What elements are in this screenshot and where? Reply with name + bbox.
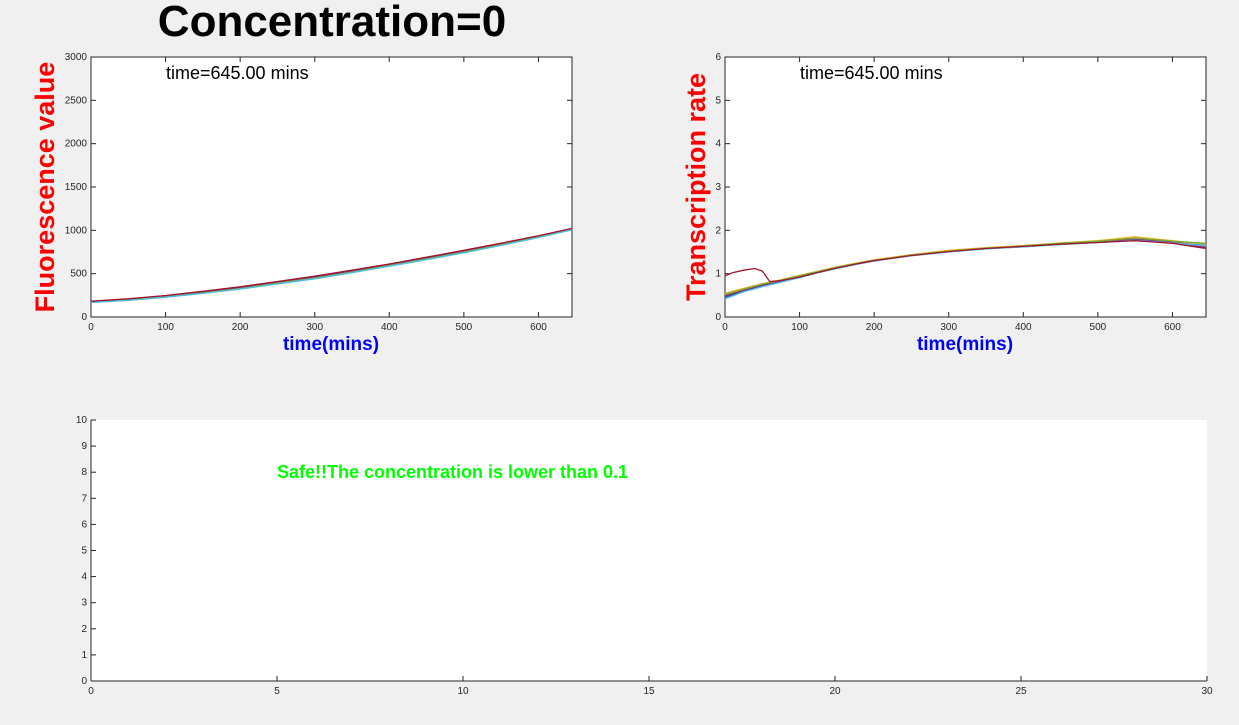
y-axis-label: Fluorescence value [30, 62, 60, 313]
x-tick-label: 400 [1015, 322, 1032, 333]
y-tick-label: 2 [715, 225, 721, 236]
x-tick-label: 0 [88, 686, 94, 697]
y-tick-label: 7 [81, 493, 87, 504]
x-tick-label: 100 [791, 322, 808, 333]
y-tick-label: 0 [715, 312, 721, 323]
y-tick-label: 3000 [65, 52, 88, 63]
x-tick-label: 15 [643, 686, 655, 697]
transcription-plot: 0 100 200 300 400 500 600 0 1 2 3 4 5 6 time=645.00 m… [681, 52, 1207, 355]
x-tick-label: 300 [940, 322, 957, 333]
x-tick-label: 500 [456, 322, 473, 333]
status-message: Safe!!The concentration is lower than 0.… [277, 462, 628, 482]
y-tick-label: 6 [81, 519, 87, 530]
y-tick-label: 0 [81, 676, 87, 687]
y-tick-label: 4 [81, 572, 87, 583]
x-tick-label: 400 [381, 322, 398, 333]
series-lines [724, 236, 1207, 300]
y-tick-label: 0 [81, 312, 87, 323]
x-tick-label: 0 [88, 322, 94, 333]
y-tick-label: 10 [76, 415, 88, 426]
plot-area [91, 420, 1207, 681]
x-tick-label: 600 [530, 322, 547, 333]
y-tick-label: 9 [81, 441, 87, 452]
y-tick-label: 1000 [65, 225, 88, 236]
series-line [90, 229, 573, 304]
axis-ticks: 0 100 200 300 400 500 600 0 1 2 3 4 5 6 [715, 52, 1206, 333]
x-tick-label: 200 [232, 322, 249, 333]
plot-annotation: time=645.00 mins [800, 63, 943, 83]
plot-area [90, 56, 573, 318]
y-tick-label: 1 [715, 269, 721, 280]
y-axis-label: Transcription rate [681, 73, 711, 301]
x-tick-label: 500 [1090, 322, 1107, 333]
x-tick-label: 25 [1015, 686, 1027, 697]
y-tick-label: 2 [81, 624, 87, 635]
y-tick-label: 3 [715, 182, 721, 193]
x-axis-label: time(mins) [917, 334, 1013, 355]
axis-ticks: 0 5 10 15 20 25 30 0 1 2 3 4 5 6 7 8 9 10 [76, 415, 1213, 697]
x-tick-label: 0 [722, 322, 728, 333]
y-tick-label: 5 [81, 546, 87, 557]
fluorescence-plot: 0 100 200 300 400 500 600 0 500 1000 1500 2000 2500 3… [30, 52, 573, 355]
y-tick-label: 2500 [65, 95, 88, 106]
y-tick-label: 6 [715, 52, 721, 63]
x-axis-label: time(mins) [283, 334, 379, 355]
y-tick-label: 1 [81, 650, 87, 661]
y-tick-label: 8 [81, 467, 87, 478]
series-line [724, 240, 1207, 283]
y-tick-label: 3 [81, 598, 87, 609]
status-plot: 0 5 10 15 20 25 30 0 1 2 3 4 5 6 7 8 9 10 Safe!!The conce… [76, 415, 1213, 697]
y-tick-label: 500 [70, 269, 87, 280]
y-tick-label: 2000 [65, 139, 88, 150]
x-tick-label: 300 [306, 322, 323, 333]
figure-title: Concentration=0 [158, 0, 506, 46]
x-tick-label: 600 [1164, 322, 1181, 333]
x-tick-label: 30 [1201, 686, 1213, 697]
y-tick-label: 4 [715, 139, 721, 150]
x-tick-label: 5 [274, 686, 280, 697]
y-tick-label: 5 [715, 95, 721, 106]
series-line [90, 227, 573, 302]
plot-annotation: time=645.00 mins [166, 63, 309, 83]
x-tick-label: 20 [829, 686, 841, 697]
y-tick-label: 1500 [65, 182, 88, 193]
x-tick-label: 10 [457, 686, 469, 697]
series-lines [90, 227, 573, 304]
x-tick-label: 100 [157, 322, 174, 333]
x-tick-label: 200 [866, 322, 883, 333]
